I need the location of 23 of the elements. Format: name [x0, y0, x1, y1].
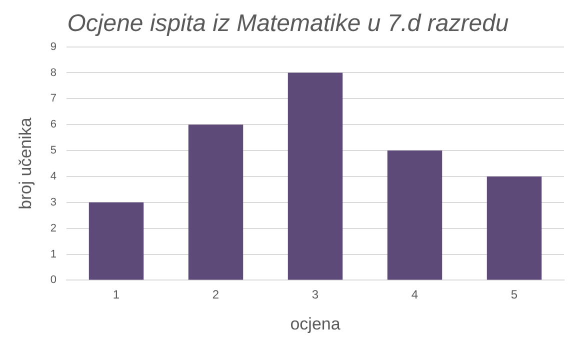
bar	[486, 176, 542, 280]
x-tick-label: 4	[411, 288, 418, 302]
y-tick-label: 0	[50, 274, 57, 286]
bar	[88, 202, 144, 280]
y-tick-label: 3	[50, 196, 57, 208]
bar	[387, 150, 442, 280]
y-axis-title: broj učenika	[16, 117, 35, 210]
x-tick-label: 3	[312, 288, 319, 302]
y-tick-label: 9	[50, 40, 57, 53]
y-tick-label: 1	[50, 248, 57, 260]
y-tick-label: 6	[50, 118, 57, 131]
bar	[188, 124, 244, 280]
y-tick-label: 2	[50, 222, 57, 234]
y-tick-label: 8	[50, 66, 57, 79]
y-tick-label: 5	[50, 144, 57, 157]
x-tick-label: 2	[212, 288, 220, 302]
bar	[288, 72, 343, 280]
y-tick-label: 7	[50, 92, 57, 105]
chart-title: Ocjene ispita iz Matematike u 7.d razredu	[67, 10, 509, 38]
x-axis-title: ocjena	[290, 314, 341, 334]
x-tick-label: 5	[510, 288, 518, 302]
y-tick-label: 4	[50, 170, 57, 182]
x-tick-label: 1	[112, 288, 120, 302]
